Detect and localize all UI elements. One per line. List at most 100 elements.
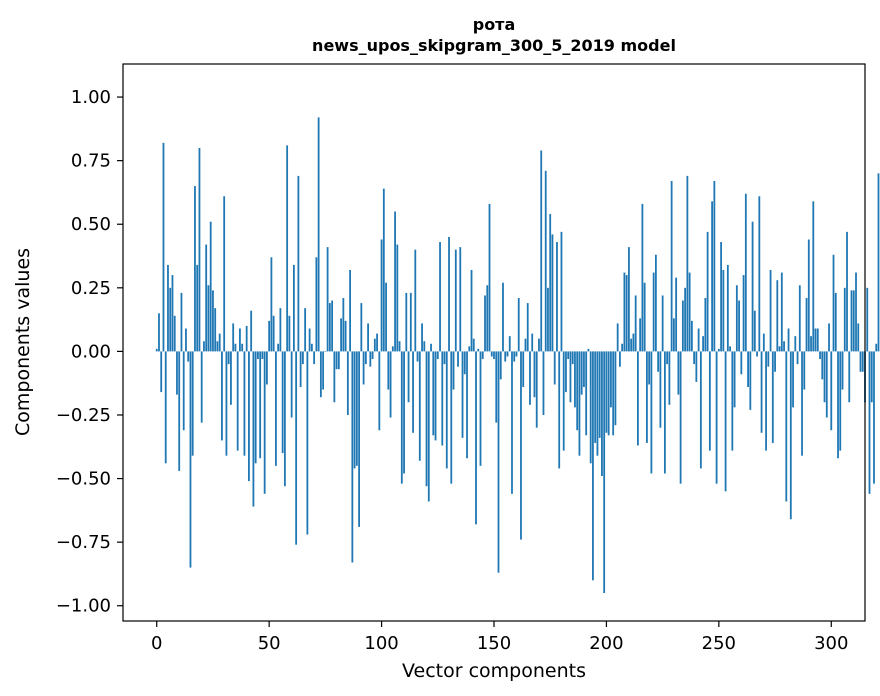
bar-161 <box>517 297 520 352</box>
bar-62 <box>295 351 298 545</box>
bar-100 <box>380 239 383 352</box>
chart-title-line-1: рота <box>473 15 516 34</box>
bar-33 <box>230 351 232 405</box>
x-tick-label: 0 <box>151 633 162 654</box>
plot-frame <box>122 63 866 622</box>
bar-37 <box>239 328 241 352</box>
bar-152 <box>497 351 500 573</box>
bar-117 <box>418 351 421 461</box>
bar-63 <box>297 175 300 352</box>
bar-190 <box>583 351 585 388</box>
bar-46 <box>259 351 262 459</box>
bar-60 <box>290 351 293 418</box>
bar-184 <box>569 351 572 403</box>
bar-246 <box>708 351 711 451</box>
bar-146 <box>484 295 486 352</box>
bar-182 <box>565 351 567 393</box>
x-tick-label: 100 <box>364 633 398 654</box>
bar-74 <box>322 351 325 390</box>
bar-290 <box>807 239 810 352</box>
bar-126 <box>439 242 441 352</box>
bar-172 <box>542 351 545 415</box>
bar-134 <box>457 351 459 367</box>
bar-27 <box>216 341 219 352</box>
bar-113 <box>409 292 412 352</box>
bar-258 <box>735 285 738 352</box>
bar-84 <box>344 320 347 352</box>
chart-title: рота news_upos_skipgram_300_5_2019 model <box>312 15 676 55</box>
y-tick-label: −0.25 <box>56 405 111 426</box>
bar-316 <box>866 287 869 352</box>
bar-59 <box>288 315 291 352</box>
bar-264 <box>749 351 752 410</box>
x-tick-label: 200 <box>589 633 623 654</box>
bar-213 <box>634 295 637 352</box>
y-tick-label: 0.00 <box>71 341 111 362</box>
bar-150 <box>493 351 495 360</box>
bar-87 <box>351 351 354 563</box>
bar-301 <box>832 254 835 352</box>
bar-192 <box>587 348 590 352</box>
bar-309 <box>850 290 853 352</box>
bar-200 <box>605 351 608 433</box>
bar-139 <box>468 346 471 352</box>
bar-10 <box>178 351 181 471</box>
bar-242 <box>699 351 702 469</box>
bar-73 <box>319 351 322 398</box>
bar-88 <box>353 351 356 469</box>
bar-118 <box>421 323 423 352</box>
bar-127 <box>441 351 444 446</box>
bar-96 <box>371 351 374 360</box>
bar-72 <box>317 117 320 352</box>
x-axis-label: Vector components <box>402 660 586 682</box>
bar-70 <box>313 351 316 365</box>
bar-215 <box>639 318 642 352</box>
bar-68 <box>308 328 311 352</box>
bar-109 <box>400 351 403 484</box>
bar-28 <box>218 333 221 352</box>
bar-35 <box>234 343 237 352</box>
bar-3 <box>162 142 165 352</box>
bar-123 <box>432 351 435 436</box>
bar-97 <box>373 338 376 352</box>
bar-144 <box>479 351 482 466</box>
bar-23 <box>207 285 210 352</box>
bar-128 <box>443 351 446 365</box>
bar-137 <box>463 351 466 375</box>
bar-61 <box>292 264 295 352</box>
bar-306 <box>843 287 846 352</box>
bar-239 <box>693 351 696 365</box>
bar-288 <box>803 351 806 390</box>
bar-205 <box>616 323 619 352</box>
bar-119 <box>423 341 426 352</box>
x-tick-label: 150 <box>477 633 511 654</box>
bar-143 <box>477 348 480 352</box>
bar-289 <box>805 297 808 352</box>
bar-167 <box>531 333 534 352</box>
bar-34 <box>232 323 235 352</box>
bar-250 <box>717 348 720 352</box>
bar-281 <box>787 328 790 352</box>
bar-116 <box>416 351 419 362</box>
bar-263 <box>747 351 749 388</box>
bar-314 <box>861 351 864 372</box>
y-axis-ticks: −1.00 −0.75 −0.50 −0.25 0.00 0.25 0.50 0.75 1.00 <box>56 87 123 617</box>
y-tick-label: −0.75 <box>56 532 111 553</box>
bar-166 <box>529 351 531 405</box>
bar-232 <box>677 351 680 395</box>
bar-187 <box>576 351 579 431</box>
bar-52 <box>272 315 275 352</box>
bar-240 <box>695 351 698 382</box>
bar-308 <box>848 351 851 403</box>
bar-170 <box>538 338 540 352</box>
bar-320 <box>875 343 878 352</box>
bar-283 <box>792 351 794 408</box>
bar-312 <box>857 323 860 352</box>
bar-133 <box>454 249 457 352</box>
bar-278 <box>780 272 783 352</box>
bar-14 <box>187 351 190 362</box>
bar-151 <box>495 351 498 423</box>
bar-175 <box>549 214 552 352</box>
bar-82 <box>340 318 342 352</box>
bar-53 <box>275 351 277 466</box>
